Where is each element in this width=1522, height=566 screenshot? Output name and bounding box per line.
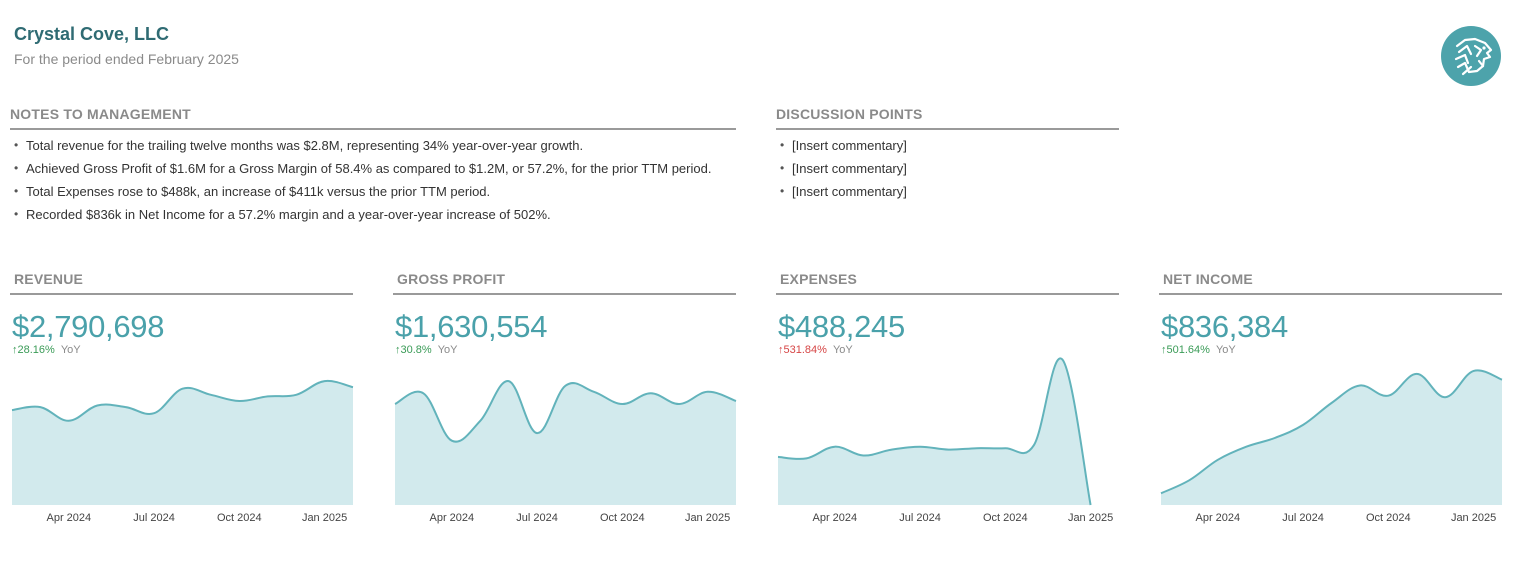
x-tick-label: Oct 2024 bbox=[600, 512, 645, 524]
kpi-value: $488,245 bbox=[778, 309, 905, 344]
kpi-change-value: 28.16% bbox=[17, 344, 55, 356]
area-fill bbox=[12, 380, 353, 505]
revenue-area-chart: Apr 2024 Jul 2024 Oct 2024 Jan 2025 bbox=[11, 379, 354, 524]
notes-item: Total revenue for the trailing twelve mo… bbox=[10, 134, 736, 157]
x-tick-label: Jan 2025 bbox=[1451, 512, 1496, 524]
x-tick-label: Jul 2024 bbox=[1282, 512, 1324, 524]
kpi-title: GROSS PROFIT bbox=[393, 271, 736, 295]
kpi-period-label: YoY bbox=[832, 344, 853, 356]
arrow-up-icon: ↑ bbox=[778, 344, 784, 356]
x-tick-label: Oct 2024 bbox=[217, 512, 262, 524]
notes-list: Total revenue for the trailing twelve mo… bbox=[10, 134, 736, 226]
x-tick-label: Oct 2024 bbox=[1366, 512, 1411, 524]
lion-head-icon bbox=[1454, 37, 1493, 76]
series-line bbox=[394, 380, 737, 443]
kpi-title: REVENUE bbox=[10, 271, 353, 295]
x-tick-label: Apr 2024 bbox=[430, 512, 475, 524]
kpi-change: ↑30.8% YoY bbox=[395, 344, 458, 356]
kpi-card-gross-profit: GROSS PROFIT $1,630,554 ↑30.8% YoY Apr 20… bbox=[393, 271, 737, 533]
kpi-title: NET INCOME bbox=[1159, 271, 1502, 295]
net-income-area-chart: Apr 2024 Jul 2024 Oct 2024 Jan 2025 bbox=[1160, 369, 1503, 524]
gross-profit-area-chart: Apr 2024 Jul 2024 Oct 2024 Jan 2025 bbox=[394, 380, 737, 524]
series-line bbox=[777, 357, 1092, 506]
kpi-period-label: YoY bbox=[437, 344, 458, 356]
discussion-points: DISCUSSION POINTS [Insert commentary] [I… bbox=[776, 106, 1119, 203]
x-tick-label: Apr 2024 bbox=[47, 512, 92, 524]
area-fill bbox=[1161, 370, 1502, 505]
kpi-value: $2,790,698 bbox=[12, 309, 165, 344]
kpi-change: ↑501.64% YoY bbox=[1161, 344, 1236, 356]
x-tick-label: Jul 2024 bbox=[516, 512, 558, 524]
kpi-change: ↑28.16% YoY bbox=[12, 344, 81, 356]
arrow-up-icon: ↑ bbox=[12, 344, 18, 356]
arrow-up-icon: ↑ bbox=[1161, 344, 1167, 356]
notes-title: NOTES TO MANAGEMENT bbox=[10, 106, 736, 130]
kpi-card-net-income: NET INCOME $836,384 ↑501.64% YoY Apr 2024… bbox=[1159, 271, 1503, 533]
x-tick-label: Apr 2024 bbox=[1196, 512, 1241, 524]
discussion-item: [Insert commentary] bbox=[776, 157, 1119, 180]
discussion-title: DISCUSSION POINTS bbox=[776, 106, 1119, 130]
x-tick-label: Jan 2025 bbox=[302, 512, 347, 524]
kpi-value: $836,384 bbox=[1161, 309, 1288, 344]
kpi-title: EXPENSES bbox=[776, 271, 1119, 295]
x-tick-label: Jan 2025 bbox=[1068, 512, 1113, 524]
arrow-up-icon: ↑ bbox=[395, 344, 401, 356]
company-logo bbox=[1441, 26, 1501, 86]
kpi-card-expenses: EXPENSES $488,245 ↑531.84% YoY Apr 2024 Ju… bbox=[776, 271, 1119, 533]
kpi-period-label: YoY bbox=[1215, 344, 1236, 356]
series-line bbox=[1160, 369, 1503, 495]
notes-item: Total Expenses rose to $488k, an increas… bbox=[10, 180, 736, 203]
x-tick-label: Apr 2024 bbox=[813, 512, 858, 524]
kpi-change-value: 531.84% bbox=[783, 344, 827, 356]
discussion-item: [Insert commentary] bbox=[776, 180, 1119, 203]
company-name: Crystal Cove, LLC bbox=[14, 24, 170, 44]
notes-item: Achieved Gross Profit of $1.6M for a Gro… bbox=[10, 157, 736, 180]
notes-to-management: NOTES TO MANAGEMENT Total revenue for th… bbox=[10, 106, 736, 226]
discussion-list: [Insert commentary] [Insert commentary] … bbox=[776, 134, 1119, 203]
notes-item: Recorded $836k in Net Income for a 57.2%… bbox=[10, 203, 736, 226]
x-tick-label: Jul 2024 bbox=[133, 512, 175, 524]
kpi-change-value: 501.64% bbox=[1166, 344, 1210, 356]
kpi-change: ↑531.84% YoY bbox=[778, 344, 853, 356]
kpi-value: $1,630,554 bbox=[395, 309, 548, 344]
expenses-area-chart: Apr 2024 Jul 2024 Oct 2024 Jan 2025 bbox=[777, 357, 1113, 524]
x-tick-label: Jul 2024 bbox=[899, 512, 941, 524]
x-tick-label: Oct 2024 bbox=[983, 512, 1028, 524]
x-tick-label: Jan 2025 bbox=[685, 512, 730, 524]
area-fill bbox=[395, 380, 736, 505]
report-period: For the period ended February 2025 bbox=[14, 51, 239, 67]
discussion-item: [Insert commentary] bbox=[776, 134, 1119, 157]
kpi-change-value: 30.8% bbox=[400, 344, 432, 356]
series-line bbox=[11, 379, 354, 422]
kpi-card-revenue: REVENUE $2,790,698 ↑28.16% YoY Apr 2024 Ju… bbox=[10, 271, 354, 533]
area-fill bbox=[778, 358, 1091, 505]
kpi-period-label: YoY bbox=[60, 344, 81, 356]
